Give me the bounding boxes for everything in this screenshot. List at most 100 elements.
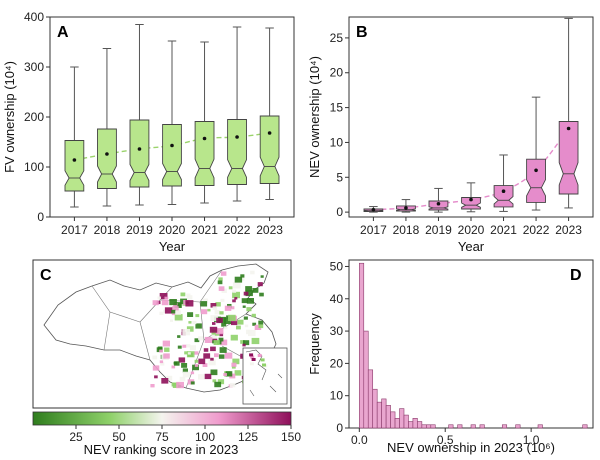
city-cell [236, 325, 241, 330]
city-cell [185, 300, 194, 307]
city-cell [189, 345, 196, 351]
city-cell [195, 323, 202, 329]
city-cell [171, 365, 176, 369]
city-cell [159, 360, 164, 364]
x-tick-label: 2021 [191, 223, 218, 237]
city-cell [231, 362, 237, 367]
mean-dot [235, 135, 239, 139]
city-cell [173, 361, 178, 365]
city-cell [218, 354, 225, 359]
city-cell [210, 346, 216, 352]
city-cell [237, 319, 244, 325]
mean-dot [72, 158, 77, 162]
city-cell [257, 282, 263, 287]
city-cell [162, 340, 170, 347]
panel-d-y-label: Frequency [307, 313, 322, 375]
panel-a-x-label: Year [159, 239, 186, 254]
city-cell [209, 326, 218, 333]
y-tick-label: 100 [24, 160, 44, 174]
x-tick-label: 2020 [458, 223, 485, 237]
city-cell [214, 310, 221, 315]
city-cell [234, 276, 243, 283]
panel-c-letter: C [40, 267, 52, 284]
city-cell [219, 311, 224, 315]
city-cell [194, 351, 199, 355]
histogram-bar [408, 421, 414, 429]
city-cell [186, 326, 194, 332]
mean-dot [404, 206, 408, 210]
city-cell [232, 282, 241, 289]
city-cell [187, 312, 194, 317]
histogram-bar [501, 424, 508, 429]
city-cell [150, 384, 155, 388]
city-cell [215, 302, 221, 307]
city-cell [246, 298, 254, 304]
histogram-bar [385, 405, 391, 429]
box-2017 [64, 140, 85, 192]
city-cell [184, 351, 188, 355]
city-cell [152, 300, 159, 306]
city-cell [252, 288, 259, 293]
city-cell [216, 317, 223, 324]
y-tick-label: 10 [330, 389, 344, 403]
box-2023 [558, 121, 579, 195]
mean-dot [105, 152, 109, 156]
box-2019 [129, 119, 150, 188]
city-cell [174, 314, 183, 321]
city-cell [159, 293, 168, 300]
y-tick-label: 30 [330, 324, 344, 338]
y-tick-label: 25 [330, 31, 344, 45]
inset-cell [260, 358, 265, 362]
x-tick-label: 0.5 [437, 433, 454, 447]
city-cell [187, 352, 191, 355]
y-tick-label: 10 [330, 135, 344, 149]
colorbar [32, 411, 292, 426]
city-cell [243, 316, 248, 320]
x-tick-label: 2019 [425, 223, 452, 237]
y-tick-label: 50 [330, 259, 344, 273]
x-tick-label: 2022 [224, 223, 251, 237]
y-tick-label: 15 [330, 101, 344, 115]
city-cell [245, 290, 253, 297]
city-cell [246, 307, 252, 312]
histogram-bar [363, 330, 369, 429]
city-cell [192, 364, 199, 371]
city-cell [208, 359, 216, 366]
city-cell [220, 271, 227, 276]
histogram-bar [421, 424, 427, 429]
city-cell [182, 371, 190, 378]
x-tick-label: 2020 [159, 223, 186, 237]
city-cell [180, 292, 186, 297]
mean-dot [267, 131, 272, 135]
city-cell [217, 379, 225, 385]
city-cell [177, 345, 182, 349]
y-tick-label: 40 [330, 292, 344, 306]
histogram-bar [448, 424, 454, 429]
mean-dot [202, 136, 207, 141]
box-2023 [259, 115, 280, 184]
city-cell [211, 334, 215, 338]
histogram-bar [390, 411, 396, 429]
city-cell [164, 296, 169, 300]
y-tick-label: 400 [24, 10, 44, 24]
city-cell [194, 364, 199, 367]
city-cell [195, 314, 200, 318]
histogram-bar [381, 398, 387, 429]
colorbar-tick-label: 150 [281, 430, 301, 444]
city-cell [232, 291, 240, 299]
city-cell [152, 365, 160, 371]
x-tick-label: 2018 [94, 223, 121, 237]
city-cell [234, 297, 238, 300]
panel-a-letter: A [57, 24, 69, 41]
panel-b-y-label: NEV ownership (10⁴) [307, 56, 322, 178]
city-cell [192, 320, 197, 325]
city-cell [223, 317, 232, 324]
city-cell [230, 334, 238, 341]
city-cell [225, 371, 233, 377]
city-cell [204, 373, 212, 380]
city-cell [258, 320, 264, 325]
inset-cell [249, 353, 254, 357]
x-tick-label: 2022 [523, 223, 550, 237]
city-cell [182, 368, 188, 373]
city-cell [218, 277, 223, 281]
